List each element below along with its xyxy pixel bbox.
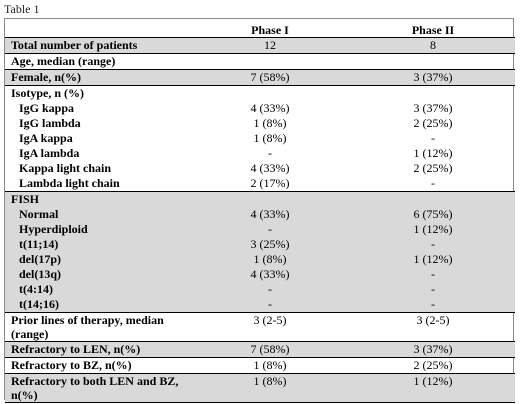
row-label: t(4:14) [5, 282, 189, 297]
table-row: Refractory to both LEN and BZ, n(%) 1 (8%… [5, 373, 515, 403]
phase-2-value: - [351, 237, 515, 252]
table-row: del(13q) 4 (33%) - [5, 267, 515, 282]
row-label: Refractory to BZ, n(%) [11, 358, 132, 372]
table-header-row: Phase I Phase II [5, 19, 515, 38]
phase-2-value: 1 (12%) [413, 146, 453, 160]
phase-1-value: 7 (58%) [189, 341, 351, 358]
phase-2-value [351, 86, 515, 102]
table-row: Normal 4 (33%) 6 (75%) [5, 207, 515, 222]
row-label: IgA lambda [19, 146, 80, 160]
phase-1-value: - [268, 146, 272, 160]
row-label: t(11;14) [5, 237, 189, 252]
header-phase-1: Phase I [251, 23, 289, 37]
phase-2-value: 6 (75%) [351, 207, 515, 222]
phase-1-value: 1 (8%) [189, 252, 351, 267]
phase-1-value: 3 (25%) [189, 237, 351, 252]
table-row: Kappa light chain 4 (33%) 2 (25%) [5, 161, 515, 176]
table-row: Female, n(%) 7 (58%) 3 (37%) [5, 69, 515, 86]
phase-1-value: 2 (17%) [250, 176, 290, 190]
table-row: del(17p) 1 (8%) 1 (12%) [5, 252, 515, 267]
data-table-container: Phase I Phase II Total number of patient… [4, 18, 515, 403]
phase-1-value: 1 (8%) [253, 131, 287, 145]
table-row: IgG lambda 1 (8%) 2 (25%) [5, 116, 515, 131]
table-row: t(14;16) - - [5, 297, 515, 313]
table-row: IgA lambda - 1 (12%) [5, 146, 515, 161]
phase-1-value: 4 (33%) [189, 267, 351, 282]
phase-2-value: - [351, 267, 515, 282]
table-row: Hyperdiploid -1 (12%) [5, 222, 515, 237]
phase-1-value [189, 86, 351, 102]
phase-2-value: 1 (12%) [351, 222, 515, 237]
table-row: Refractory to LEN, n(%) 7 (58%) 3 (37%) [5, 341, 515, 358]
table-row: t(4:14) - - [5, 282, 515, 297]
phase-1-value: - [189, 297, 351, 313]
phase-1-value [189, 191, 351, 207]
phase-2-value: - [431, 131, 435, 145]
table-row: Total number of patients 12 8 [5, 37, 515, 54]
table-row: Isotype, n (%) [5, 86, 515, 102]
phase-2-value: 3 (37%) [413, 101, 453, 115]
phase-2-value: 3 (2-5) [416, 313, 450, 327]
header-phase-2: Phase II [411, 23, 455, 37]
phase-1-value: 4 (33%) [250, 161, 290, 175]
phase-1-value: 7 (58%) [189, 69, 351, 86]
phase-1-value: 1 (8%) [189, 373, 351, 403]
row-label: FISH [5, 191, 189, 207]
row-label: Refractory to LEN, n(%) [5, 341, 189, 358]
row-label: Lambda light chain [19, 176, 120, 190]
phase-2-value: 1 (12%) [351, 252, 515, 267]
phase-1-value: 4 (33%) [250, 101, 290, 115]
phase-2-value [351, 191, 515, 207]
phase-1-value: 1 (8%) [253, 116, 287, 130]
table-row: Lambda light chain 2 (17%) - [5, 176, 515, 192]
phase-1-value: 4 (33%) [189, 207, 351, 222]
table-body: Total number of patients 12 8 Age, median (… [5, 37, 515, 403]
phase-1-value: 1 (8%) [253, 358, 287, 372]
phase-1-value: 12 [189, 37, 351, 54]
table-row: t(11;14) 3 (25%) - [5, 237, 515, 252]
phase-2-value: - [431, 176, 435, 190]
row-label: Kappa light chain [19, 161, 112, 175]
phase-1-value: - [189, 222, 351, 237]
table-row: Age, median (range) [5, 54, 515, 70]
phase-1-value: 3 (2-5) [253, 313, 287, 327]
phase-2-value: 1 (12%) [351, 373, 515, 403]
table-caption: Table 1 [4, 2, 40, 16]
table-row: IgG kappa 4 (33%) 3 (37%) [5, 101, 515, 116]
phase-2-value: 3 (37%) [351, 69, 515, 86]
row-label: Prior lines of therapy, median (range) [11, 313, 164, 341]
table-row: IgA kappa 1 (8%) - [5, 131, 515, 146]
phase-2-value: 2 (25%) [413, 116, 453, 130]
row-label: Total number of patients [5, 37, 189, 54]
row-label: del(17p) [5, 252, 189, 267]
table-row: Prior lines of therapy, median (range) 3 … [5, 313, 515, 342]
row-label: Age, median (range) [11, 54, 116, 68]
table-row: FISH [5, 191, 515, 207]
phase-1-value: - [189, 282, 351, 297]
row-label: IgG lambda [19, 116, 81, 130]
row-label: del(13q) [5, 267, 189, 282]
patient-characteristics-table: Phase I Phase II Total number of patient… [5, 19, 515, 403]
row-label: IgA kappa [19, 131, 73, 145]
phase-2-value: 2 (25%) [413, 358, 453, 372]
row-label: Female, n(%) [5, 69, 189, 86]
phase-2-value [351, 54, 515, 70]
row-label: t(14;16) [5, 297, 189, 313]
row-label: Hyperdiploid [5, 222, 189, 237]
phase-1-value [189, 54, 351, 70]
table-row: Refractory to BZ, n(%) 1 (8%) 2 (25%) [5, 358, 515, 374]
row-label: Isotype, n (%) [11, 86, 85, 100]
phase-2-value: 3 (37%) [351, 341, 515, 358]
phase-2-value: 8 [351, 37, 515, 54]
phase-2-value: - [351, 297, 515, 313]
row-label: IgG kappa [19, 101, 75, 115]
header-label-column [5, 19, 189, 38]
row-label: Normal [5, 207, 189, 222]
phase-2-value: - [351, 282, 515, 297]
phase-2-value: 2 (25%) [413, 161, 453, 175]
row-label: Refractory to both LEN and BZ, n(%) [5, 373, 189, 403]
